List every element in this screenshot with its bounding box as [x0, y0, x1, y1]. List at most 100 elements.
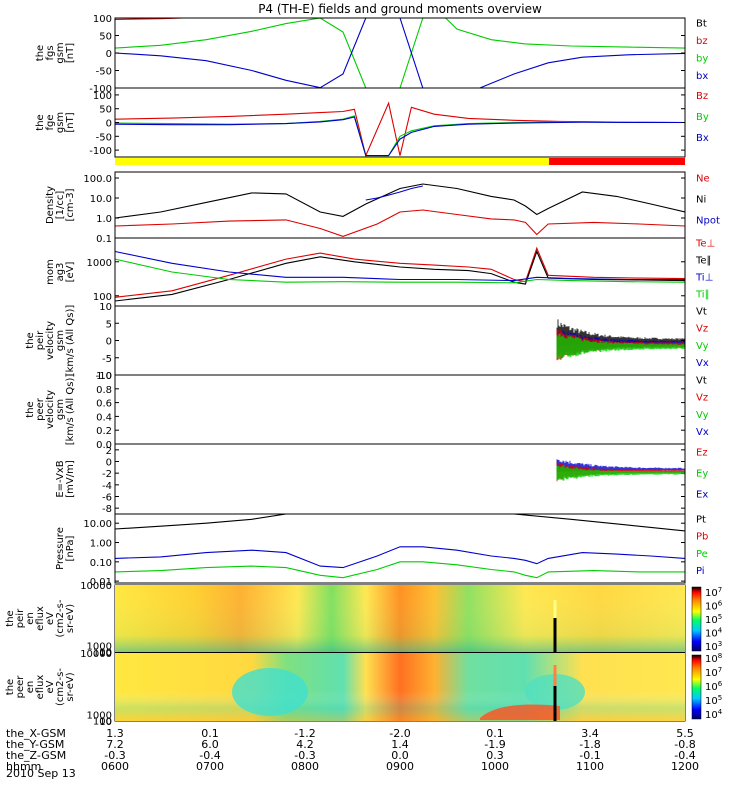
ytick-label: -50	[96, 67, 112, 78]
ytick-label: 0	[106, 337, 112, 348]
ylabel-line: (cm2-s-	[55, 599, 66, 637]
colorbar-label: 108	[705, 652, 722, 665]
ytick-label: 1.00	[90, 539, 112, 550]
orbit-value: 0800	[291, 760, 319, 773]
ylabel-line: sr-eV)	[65, 672, 76, 701]
legend-entry: Ne	[696, 173, 710, 184]
ylabel-line: en	[25, 612, 36, 625]
ylabel-line: the	[5, 610, 16, 626]
series-p1-1	[115, 18, 685, 88]
ylabel-line: [nT]	[65, 43, 76, 63]
ytick-label: 100	[93, 91, 112, 102]
ylabel-line: Pressure	[55, 527, 66, 570]
ytick-label: -8	[102, 504, 112, 515]
ylabel-line: [km/s (All Qs)]	[65, 305, 76, 377]
legend-entry: Vx	[696, 358, 709, 369]
orbit-labels: the_X-GSMthe_Y-GSMthe_Z-GSMhhmm1.37.2-0.…	[6, 727, 699, 773]
ytick-label: -10	[96, 371, 112, 382]
ytick-label: 5	[106, 319, 112, 330]
ylabel-line: eV	[45, 680, 56, 693]
ylabel-line: [eV]	[65, 262, 76, 283]
legend-entry: Vy	[696, 410, 709, 421]
ylabel-line: E=-VxB	[55, 460, 66, 497]
ytick-label: 10000	[80, 649, 112, 660]
ylabel-line: velocity	[45, 321, 56, 360]
orbit-value: -2.0	[389, 727, 410, 740]
ylabel-line: the	[25, 332, 36, 348]
ytick-label: 0	[106, 49, 112, 60]
axes-frame-p4	[114, 237, 686, 307]
ytick-label: 1.0	[96, 371, 112, 382]
orbit-value: -1.9	[484, 738, 505, 751]
colorbar-label: 104	[705, 627, 723, 640]
orbit-value: 1.4	[391, 738, 409, 751]
ylabel-line: peir	[15, 608, 26, 628]
ytick-label: 10	[99, 717, 112, 728]
orbit-value: -0.4	[199, 749, 220, 762]
ytick-label: 0.1	[96, 234, 112, 245]
ytick-label: 0.2	[96, 426, 112, 437]
colorbar-label: 107	[705, 586, 722, 599]
legend-entry: Pt	[696, 514, 706, 525]
ytick-label: 50	[99, 32, 112, 43]
legend-entry: Pe	[696, 549, 708, 560]
ytick-label: 0	[106, 119, 112, 130]
axes-frame-p5	[114, 305, 686, 376]
ytick-label: 0.01	[90, 577, 112, 588]
ylabel-line: Density	[45, 186, 56, 224]
legend-entry: Vz	[696, 393, 708, 404]
colorbar-1	[691, 586, 702, 652]
legend-entry: Te∥	[695, 255, 712, 266]
orbit-value: -0.4	[674, 749, 695, 762]
panel-p5: 10 5 0 -5 -10 the peir velocity gsm [km/s (All Qs…	[25, 302, 709, 382]
colorbar-label: 104	[705, 708, 723, 721]
ytick-label: -2	[102, 469, 112, 480]
orbit-value: 4.2	[296, 738, 314, 751]
ylabel-line: the	[35, 45, 46, 61]
orbit-value: 3.4	[581, 727, 599, 740]
orbit-value: -1.8	[579, 738, 600, 751]
ylabel-line: fge	[45, 114, 56, 130]
axes-frame-p1	[114, 17, 686, 89]
legend-entry: By	[696, 112, 709, 123]
burst-signals	[556, 319, 685, 482]
orbit-row-name: the_Z-GSM	[6, 749, 66, 762]
series-p4-3	[115, 258, 685, 284]
orbit-value: -1.2	[294, 727, 315, 740]
colorbar-label: 106	[705, 600, 723, 613]
panel-p1: 100 50 0 -50 -100 the fgs gsm [nT] Bt bz by bx	[35, 14, 708, 95]
ylabel-line: [nT]	[65, 112, 76, 132]
ytick-label: 10000	[80, 581, 112, 592]
status-bar-yellow	[115, 158, 549, 165]
spectrogram-ion	[115, 585, 685, 652]
ytick-label: 1000	[87, 258, 112, 269]
panel-p8: 10.00 1.00 0.10 0.01 Pressure [nPa] Pt Pb Pe Pi	[55, 513, 708, 588]
orbit-value: 5.5	[676, 727, 694, 740]
ytick-label: 0.8	[96, 385, 112, 396]
ylabel-line: mom	[45, 259, 56, 285]
series-p3-2	[365, 185, 423, 201]
burst-trace	[556, 465, 685, 481]
series-p2-2	[115, 116, 685, 157]
legend-entry: bx	[696, 71, 708, 82]
legend-entry: Bx	[696, 133, 709, 144]
ytick-label: -5	[102, 354, 112, 365]
ylabel-line: [km/s (All Qs)]	[65, 374, 76, 446]
ytick-label: -6	[102, 493, 112, 504]
axes-frame-p3	[114, 171, 686, 239]
ytick-label: 0.10	[90, 558, 112, 569]
legend-entry: Ez	[696, 447, 708, 458]
ytick-label: -100	[89, 146, 112, 157]
orbit-row-name: the_Y-GSM	[6, 738, 64, 751]
ytick-label: 100	[93, 716, 112, 727]
ylabel-line: peer	[35, 397, 46, 421]
orbit-row-name: hhmm	[6, 760, 41, 773]
ytick-label: 100	[93, 14, 112, 25]
ylabel-line: eV	[45, 612, 56, 625]
ytick-label: 0.6	[96, 399, 112, 410]
ytick-label: 10	[99, 302, 112, 313]
orbit-value: 0700	[196, 760, 224, 773]
series-p3-1	[115, 209, 685, 237]
orbit-value: 0.0	[391, 749, 409, 762]
